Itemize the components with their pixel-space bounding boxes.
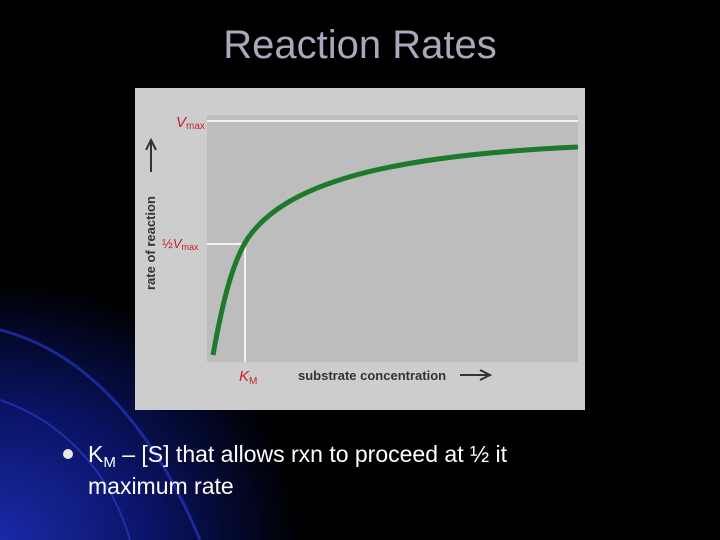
vmax-label: Vmax bbox=[176, 114, 205, 132]
plot-area bbox=[207, 115, 578, 362]
swoosh-line bbox=[0, 328, 202, 540]
bullet-marker bbox=[63, 449, 73, 459]
bullet-line: – [S] that allows rxn to proceed at ½ it bbox=[116, 441, 508, 467]
x-axis-arrow bbox=[460, 369, 493, 381]
prefix: ½ bbox=[162, 236, 173, 251]
y-axis-label: rate of reaction bbox=[143, 196, 158, 290]
swoosh-line bbox=[0, 399, 131, 540]
symbol: K bbox=[88, 441, 104, 467]
symbol: V bbox=[173, 236, 183, 251]
subscript: M bbox=[249, 376, 257, 387]
bullet-text: KM – [S] that allows rxn to proceed at ½… bbox=[88, 441, 508, 471]
subscript: max bbox=[186, 121, 205, 132]
slide-title: Reaction Rates bbox=[223, 23, 496, 67]
figure: Vmax ½Vmax rate of reaction KM substrate… bbox=[135, 88, 585, 410]
y-axis-arrow bbox=[145, 137, 157, 172]
symbol: K bbox=[239, 368, 250, 385]
symbol: V bbox=[176, 114, 188, 131]
km-label: KM bbox=[239, 368, 257, 387]
subscript: max bbox=[182, 242, 200, 252]
rate-curve bbox=[210, 144, 579, 356]
subscript: M bbox=[103, 454, 116, 471]
bullet-text: maximum rate bbox=[88, 473, 234, 499]
x-axis-label: substrate concentration bbox=[298, 368, 446, 383]
half-vmax-label: ½Vmax bbox=[162, 236, 199, 252]
